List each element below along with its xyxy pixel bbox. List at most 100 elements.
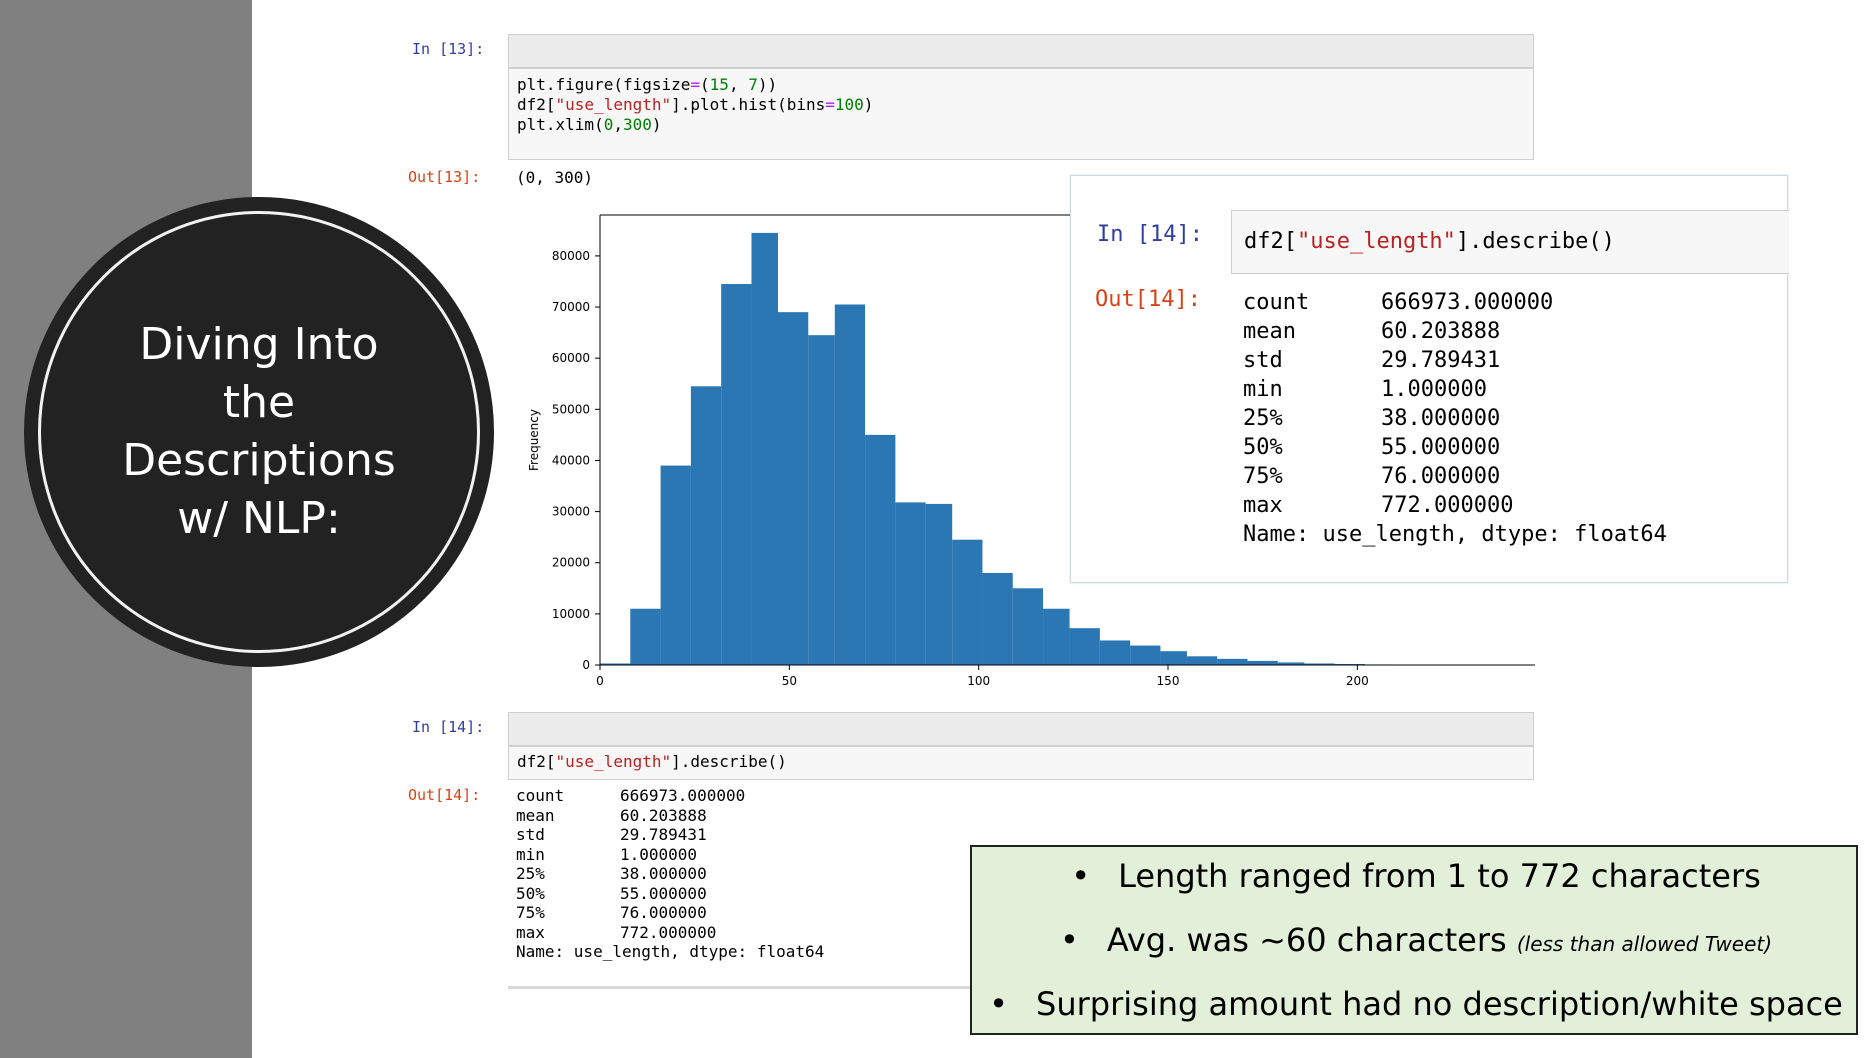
histogram-bar — [895, 502, 926, 665]
cell14-out-prompt: Out[14]: — [408, 786, 481, 804]
y-tick-label: 40000 — [552, 453, 590, 467]
y-tick-label: 30000 — [552, 505, 590, 519]
stat-value: 55.000000 — [1381, 435, 1501, 460]
zoom-in-prompt: In [14]: — [1097, 222, 1203, 247]
histogram-bar — [1334, 663, 1365, 665]
stat-row: std 29.789431 — [1243, 346, 1667, 375]
histogram-bar — [690, 386, 722, 665]
stat-row: min 1.000000 — [1243, 375, 1667, 404]
stat-value: 60.203888 — [1381, 319, 1501, 344]
x-tick-label: 200 — [1346, 674, 1369, 688]
stat-row: max 772.000000 — [516, 923, 824, 943]
stat-label: 75% — [1243, 464, 1283, 489]
stat-footer: Name: use_length, dtype: float64 — [516, 942, 825, 961]
histogram-bar — [1217, 658, 1248, 665]
stat-label: count — [516, 786, 565, 805]
stat-row: mean 60.203888 — [1243, 317, 1667, 346]
title-circle: Diving Into the Descriptions w/ NLP: — [24, 197, 494, 667]
histogram-bar — [1247, 660, 1278, 665]
histogram-bar — [721, 284, 752, 665]
cell14-toolbar[interactable] — [508, 712, 1534, 746]
stat-label: 25% — [516, 864, 545, 883]
histogram-bar — [1304, 663, 1335, 665]
histogram-bar — [1012, 588, 1044, 665]
stat-row: std 29.789431 — [516, 825, 824, 845]
stat-value: 1.000000 — [620, 844, 698, 864]
stat-label: max — [516, 922, 545, 942]
stat-label: mean — [1243, 319, 1296, 344]
y-tick-label: 80000 — [552, 249, 590, 263]
stat-row: 25% 38.000000 — [516, 864, 824, 884]
stat-label: std — [1243, 348, 1283, 373]
stat-value: 55.000000 — [620, 883, 707, 903]
histogram-bar — [982, 572, 1013, 665]
cell13-code-editor[interactable]: plt.figure(figsize=(15, 7)) df2["use_leng… — [508, 68, 1534, 160]
y-tick-label: 0 — [582, 658, 590, 672]
histogram-bar — [925, 503, 953, 665]
stat-value: 772.000000 — [1381, 493, 1514, 518]
stat-label: 25% — [1243, 406, 1283, 431]
stat-row: 50% 55.000000 — [516, 884, 824, 904]
summary-bullet-1: • Length ranged from 1 to 772 characters — [1071, 857, 1761, 895]
code-line-1: plt.figure(figsize=(15, 7)) — [517, 75, 778, 94]
cell13-output-value: (0, 300) — [516, 168, 594, 187]
stat-row: count 666973.000000 — [1243, 288, 1667, 317]
stat-row: mean 60.203888 — [516, 806, 824, 826]
histogram-bar — [1099, 640, 1131, 665]
stat-row: 75% 76.000000 — [1243, 462, 1667, 491]
stat-value: 1.000000 — [1381, 377, 1487, 402]
histogram-chart: 0 10000 20000 30000 40000 50000 60000 70000 8000… — [527, 214, 1535, 688]
stat-value: 29.789431 — [1381, 348, 1501, 373]
stat-value: 666973.000000 — [620, 786, 746, 805]
y-tick-label: 60000 — [552, 351, 590, 365]
histogram-bar — [600, 663, 631, 665]
stat-label: mean — [516, 805, 555, 825]
cell14-describe-output: count 666973.000000 mean 60.203888 std 29.789… — [516, 786, 824, 962]
stat-label: max — [1243, 493, 1283, 518]
histogram-bar — [1277, 662, 1305, 665]
code-line-3: plt.xlim(0,300) — [517, 115, 662, 134]
summary-bullet-3: • Surprising amount had no description/wh… — [989, 985, 1843, 1023]
stat-value: 76.000000 — [620, 903, 707, 922]
cell-divider — [508, 986, 970, 989]
y-tick-label: 50000 — [552, 402, 590, 416]
zoomed-describe-panel: In [14]: df2["use_length"].describe() Ou… — [1070, 175, 1789, 583]
histogram-bar — [1130, 645, 1161, 665]
histogram-bar — [1043, 608, 1070, 665]
stat-row: 50% 55.000000 — [1243, 433, 1667, 462]
zoom-code-editor[interactable]: df2["use_length"].describe() — [1231, 210, 1789, 274]
histogram-bar — [630, 608, 661, 665]
cell13-in-prompt: In [13]: — [412, 40, 485, 58]
cell14-code-editor[interactable]: df2["use_length"].describe() — [508, 746, 1534, 780]
stat-value: 60.203888 — [620, 805, 707, 825]
zoom-describe-output: count 666973.000000 mean 60.203888 std 29.789… — [1243, 288, 1667, 549]
stat-value: 38.000000 — [620, 864, 707, 883]
histogram-bar — [660, 465, 691, 665]
stat-row: 25% 38.000000 — [1243, 404, 1667, 433]
x-tick-label: 0 — [596, 674, 604, 688]
x-tick-label: 100 — [967, 674, 990, 688]
title-circle-ring: Diving Into the Descriptions w/ NLP: — [38, 211, 480, 653]
stat-value: 29.789431 — [620, 825, 707, 844]
stat-value: 772.000000 — [620, 922, 717, 942]
x-tick-label: 50 — [782, 674, 797, 688]
stat-value: 38.000000 — [1381, 406, 1501, 431]
stat-row: count 666973.000000 — [516, 786, 824, 806]
stat-row: max 772.000000 — [1243, 491, 1667, 520]
histogram-bar — [808, 335, 835, 665]
histogram-bar — [1186, 656, 1218, 665]
cell13-out-prompt: Out[13]: — [408, 168, 481, 186]
histogram-bar — [1160, 651, 1187, 665]
cell13-toolbar[interactable] — [508, 34, 1534, 68]
stat-label: 75% — [516, 903, 545, 922]
slide-title: Diving Into the Descriptions w/ NLP: — [122, 319, 396, 544]
histogram-bar — [834, 304, 866, 665]
y-axis-label: Frequency — [527, 409, 541, 471]
stat-footer-row: Name: use_length, dtype: float64 — [1243, 520, 1667, 549]
stat-label: min — [516, 844, 545, 864]
histogram-bar — [751, 232, 778, 665]
code-line-2: df2["use_length"].plot.hist(bins=100) — [517, 95, 874, 114]
histogram-bar — [865, 434, 896, 665]
stat-label: min — [1243, 377, 1283, 402]
stat-label: count — [1243, 290, 1310, 315]
